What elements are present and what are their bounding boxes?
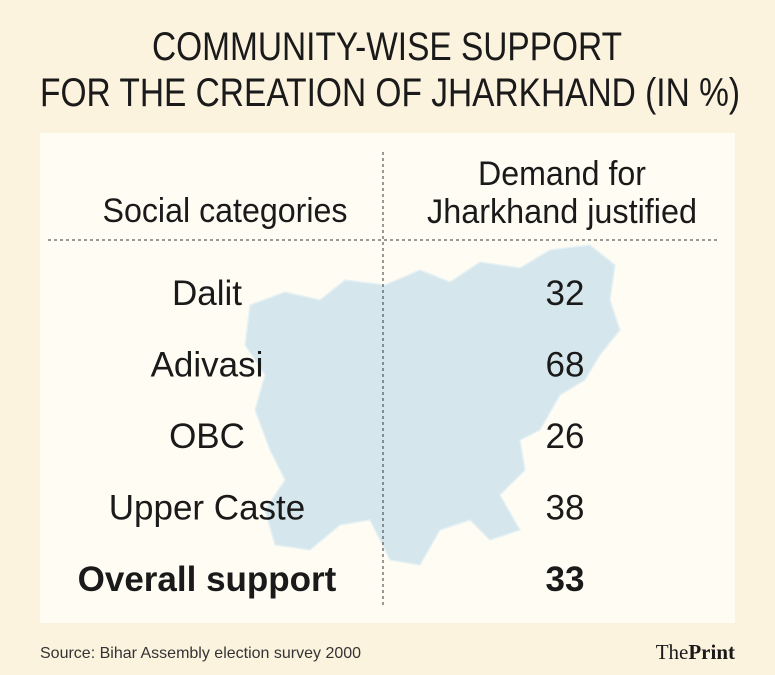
row-label: Overall support xyxy=(78,560,337,599)
source: Source: Bihar Assembly election survey 2… xyxy=(40,645,361,662)
title-line: FOR THE CREATION OF JHARKHAND (IN %) xyxy=(40,71,740,115)
row-label: Adivasi xyxy=(151,346,264,385)
header-cell: Social categories xyxy=(103,192,348,230)
logo: ThePrint xyxy=(656,640,735,664)
row-label: Upper Caste xyxy=(109,489,305,528)
row-value: 68 xyxy=(546,346,585,385)
logo-part: The xyxy=(656,640,689,664)
header-cell: Jharkhand justified xyxy=(427,193,697,231)
row-value: 32 xyxy=(546,274,585,313)
row-value: 26 xyxy=(546,417,585,456)
logo-part: Print xyxy=(688,640,735,664)
row-value: 38 xyxy=(546,489,585,528)
row-value: 33 xyxy=(546,560,585,599)
map-jharkhand xyxy=(244,244,621,566)
header-cell: Demand for xyxy=(478,155,646,193)
row-label: OBC xyxy=(169,417,245,456)
title-line: COMMUNITY-WISE SUPPORT xyxy=(152,25,622,69)
table-body: Dalit 32 Adivasi 68 OBC 26 Upper Caste 38 Overal… xyxy=(78,274,585,599)
row-label: Dalit xyxy=(172,274,242,313)
